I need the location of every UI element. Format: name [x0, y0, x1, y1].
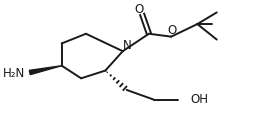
Text: H₂N: H₂N: [3, 67, 25, 80]
Text: OH: OH: [191, 93, 209, 106]
Text: N: N: [123, 39, 132, 52]
Text: O: O: [168, 24, 177, 37]
Polygon shape: [29, 66, 62, 75]
Text: O: O: [135, 3, 144, 16]
